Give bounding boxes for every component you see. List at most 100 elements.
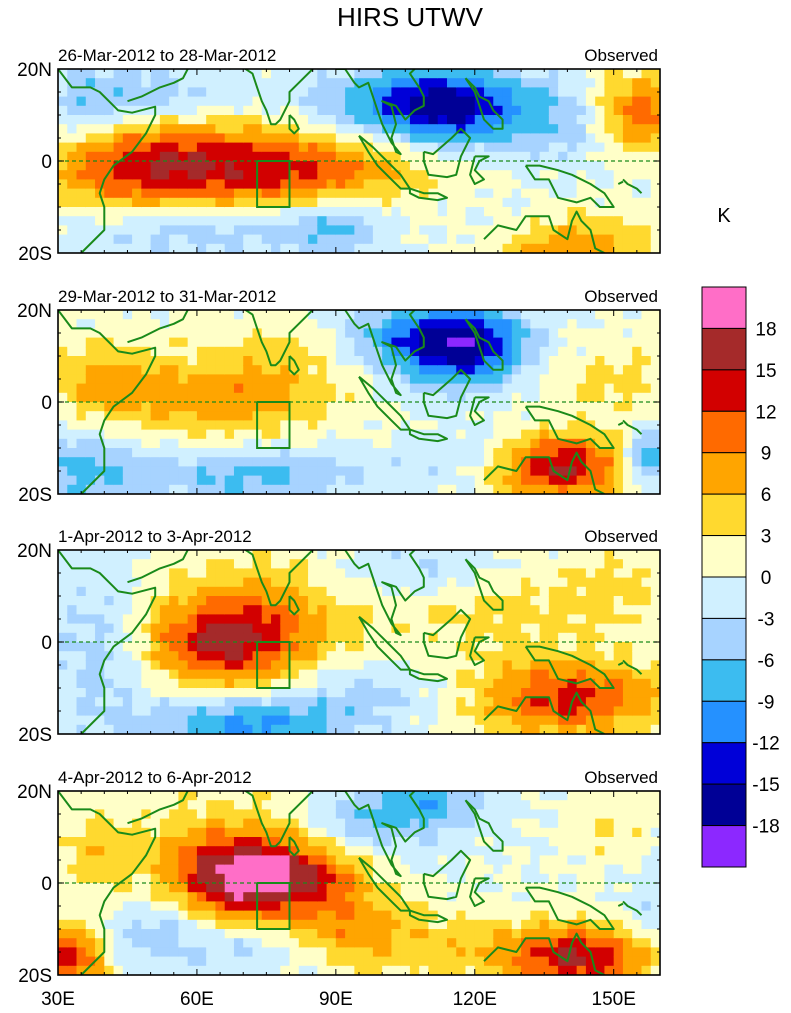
heatmap-cell <box>261 87 272 98</box>
heatmap-cell <box>474 484 485 494</box>
heatmap-cell <box>465 197 476 208</box>
heatmap-cell <box>206 577 217 588</box>
heatmap-cell <box>169 197 179 208</box>
heatmap-cell <box>206 475 217 486</box>
heatmap-cell <box>641 170 652 180</box>
heatmap-cell <box>437 484 448 494</box>
heatmap-cell <box>159 651 170 661</box>
heatmap-cell <box>289 568 300 579</box>
heatmap-cell <box>622 310 633 320</box>
heatmap-cell <box>271 179 281 190</box>
heatmap-cell <box>419 642 430 652</box>
heatmap-cell <box>326 69 337 79</box>
heatmap-cell <box>159 319 170 329</box>
heatmap-cell <box>233 550 244 560</box>
heatmap-cell <box>206 947 217 958</box>
heatmap-cell <box>632 243 643 253</box>
heatmap-cell <box>141 577 152 588</box>
heatmap-cell <box>345 586 355 597</box>
heatmap-cell <box>280 846 291 856</box>
heatmap-cell <box>308 170 318 180</box>
heatmap-cell <box>382 688 393 698</box>
heatmap-cell <box>474 69 485 79</box>
heatmap-cell <box>122 715 133 726</box>
heatmap-cell <box>150 383 161 394</box>
heatmap-cell <box>354 706 365 717</box>
heatmap-cell <box>595 243 606 253</box>
heatmap-cell <box>104 161 115 171</box>
heatmap-cell <box>400 207 411 217</box>
heatmap-cell <box>317 901 328 912</box>
heatmap-cell <box>280 965 291 975</box>
heatmap-cell <box>604 688 615 698</box>
heatmap-cell <box>243 374 254 385</box>
heatmap-cell <box>169 642 179 652</box>
heatmap-cell <box>400 402 411 412</box>
heatmap-cell <box>484 133 494 144</box>
heatmap-cell <box>382 78 393 88</box>
heatmap-cell <box>613 568 624 579</box>
heatmap-cell <box>271 151 281 162</box>
heatmap-cell <box>289 642 300 652</box>
heatmap-cell <box>650 484 660 494</box>
heatmap-cell <box>484 365 494 375</box>
heatmap-cell <box>280 319 291 329</box>
heatmap-cell <box>539 669 550 680</box>
heatmap-cell <box>567 142 578 153</box>
heatmap-cell <box>280 161 291 171</box>
heatmap-cell <box>650 374 660 385</box>
heatmap-cell <box>233 170 244 180</box>
heatmap-cell <box>159 420 170 431</box>
heatmap-cell <box>558 448 568 458</box>
heatmap-cell <box>558 374 568 385</box>
heatmap-cell <box>280 550 291 560</box>
heatmap-cell <box>271 864 281 875</box>
heatmap-cell <box>622 69 633 79</box>
heatmap-cell <box>308 724 318 734</box>
heatmap-cell <box>76 78 87 88</box>
heatmap-cell <box>585 78 596 88</box>
heatmap-cell <box>613 623 624 634</box>
heatmap-cell <box>484 660 494 671</box>
heatmap-cell <box>502 243 513 253</box>
heatmap-cell <box>104 791 115 801</box>
heatmap-cell <box>530 568 541 579</box>
heatmap-cell <box>122 791 133 801</box>
heatmap-cell <box>567 429 578 440</box>
heatmap-cell <box>400 651 411 661</box>
heatmap-cell <box>187 901 198 912</box>
heatmap-cell <box>345 151 355 162</box>
heatmap-cell <box>530 438 541 449</box>
heatmap-cell <box>76 96 87 107</box>
heatmap-cell <box>271 660 281 671</box>
heatmap-cell <box>206 197 217 208</box>
heatmap-cell <box>150 883 161 893</box>
heatmap-cell <box>215 651 226 661</box>
heatmap-cell <box>428 328 439 339</box>
heatmap-cell <box>539 96 550 107</box>
heatmap-cell <box>317 688 328 698</box>
heatmap-cell <box>419 688 430 698</box>
heatmap-cell <box>169 864 179 875</box>
heatmap-cell <box>252 697 263 707</box>
heatmap-cell <box>95 697 105 707</box>
heatmap-cell <box>493 724 504 734</box>
heatmap-cell <box>604 374 615 385</box>
heatmap-cell <box>252 87 263 98</box>
heatmap-cell <box>502 697 513 707</box>
heatmap-cell <box>178 188 189 199</box>
heatmap-cell <box>95 392 105 403</box>
heatmap-cell <box>372 69 383 79</box>
heatmap-cell <box>484 448 494 458</box>
heatmap-cell <box>326 660 337 671</box>
heatmap-cell <box>271 429 281 440</box>
heatmap-cell <box>215 374 226 385</box>
heatmap-cell <box>437 623 448 634</box>
heatmap-cell <box>484 688 494 698</box>
heatmap-cell <box>548 484 559 494</box>
heatmap-cell <box>113 475 124 486</box>
heatmap-cell <box>335 800 346 810</box>
heatmap-cell <box>363 577 374 588</box>
heatmap-cell <box>261 605 272 615</box>
heatmap-cell <box>261 864 272 875</box>
